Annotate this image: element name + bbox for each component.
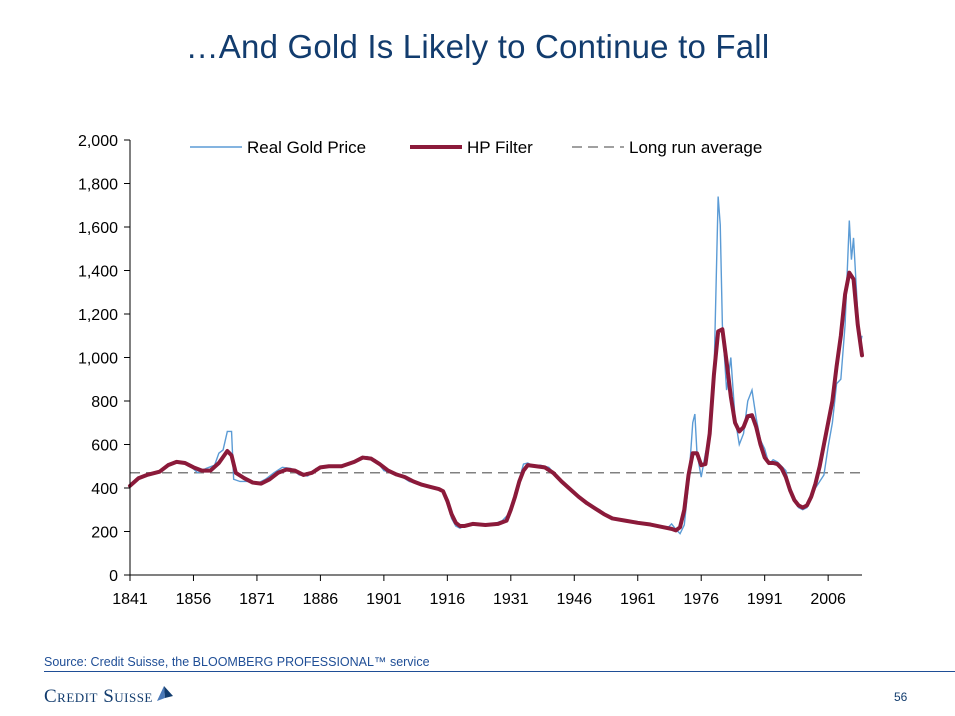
x-tick-label: 1886 [303, 591, 339, 608]
footer-divider [44, 671, 955, 672]
slide-title: …And Gold Is Likely to Continue to Fall [185, 28, 770, 65]
x-tick-label: 1991 [747, 591, 783, 608]
series-real-gold-price [129, 196, 863, 535]
y-tick-label: 600 [91, 438, 118, 455]
x-tick-label: 2006 [810, 591, 846, 608]
x-tick-label: 1841 [112, 591, 148, 608]
brand-name: Credit Suisse [44, 686, 153, 707]
y-tick-label: 1,600 [78, 220, 118, 237]
x-tick-label: 1946 [556, 591, 592, 608]
x-tick-label: 1931 [493, 591, 529, 608]
y-tick-label: 200 [91, 525, 118, 542]
y-tick-label: 1,800 [78, 177, 118, 194]
x-tick-label: 1901 [366, 591, 402, 608]
legend-label-real-gold-price: Real Gold Price [247, 138, 366, 157]
y-tick-label: 0 [109, 568, 118, 585]
x-tick-label: 1871 [239, 591, 275, 608]
x-tick-label: 1856 [176, 591, 212, 608]
brand-logo: Credit Suisse [44, 684, 175, 710]
source-note: Source: Credit Suisse, the BLOOMBERG PRO… [44, 655, 430, 669]
page-number: 56 [894, 690, 908, 704]
y-tick-label: 1,000 [78, 351, 118, 368]
y-tick-label: 400 [91, 481, 118, 498]
y-tick-label: 1,400 [78, 264, 118, 281]
x-tick-label: 1976 [683, 591, 719, 608]
y-tick-label: 2,000 [78, 133, 118, 150]
series-hp-filter [128, 270, 864, 533]
y-tick-label: 1,200 [78, 307, 118, 324]
gold-price-chart: 0 200 400 600 800 1,000 1,200 1,400 1,600 1,800 2,… [78, 133, 864, 608]
y-tick-label: 800 [91, 394, 118, 411]
series-layer [128, 196, 864, 535]
axes-layer: 0 200 400 600 800 1,000 1,200 1,400 1,600 1,800 2,… [78, 133, 862, 608]
credit-suisse-sail-logo-icon [156, 686, 173, 701]
x-tick-label: 1916 [430, 591, 466, 608]
x-tick-label: 1961 [620, 591, 656, 608]
legend-label-hp-filter: HP Filter [467, 138, 533, 157]
legend: Real Gold Price HP Filter Long run avera… [190, 138, 762, 157]
legend-label-long-run-average: Long run average [629, 138, 762, 157]
